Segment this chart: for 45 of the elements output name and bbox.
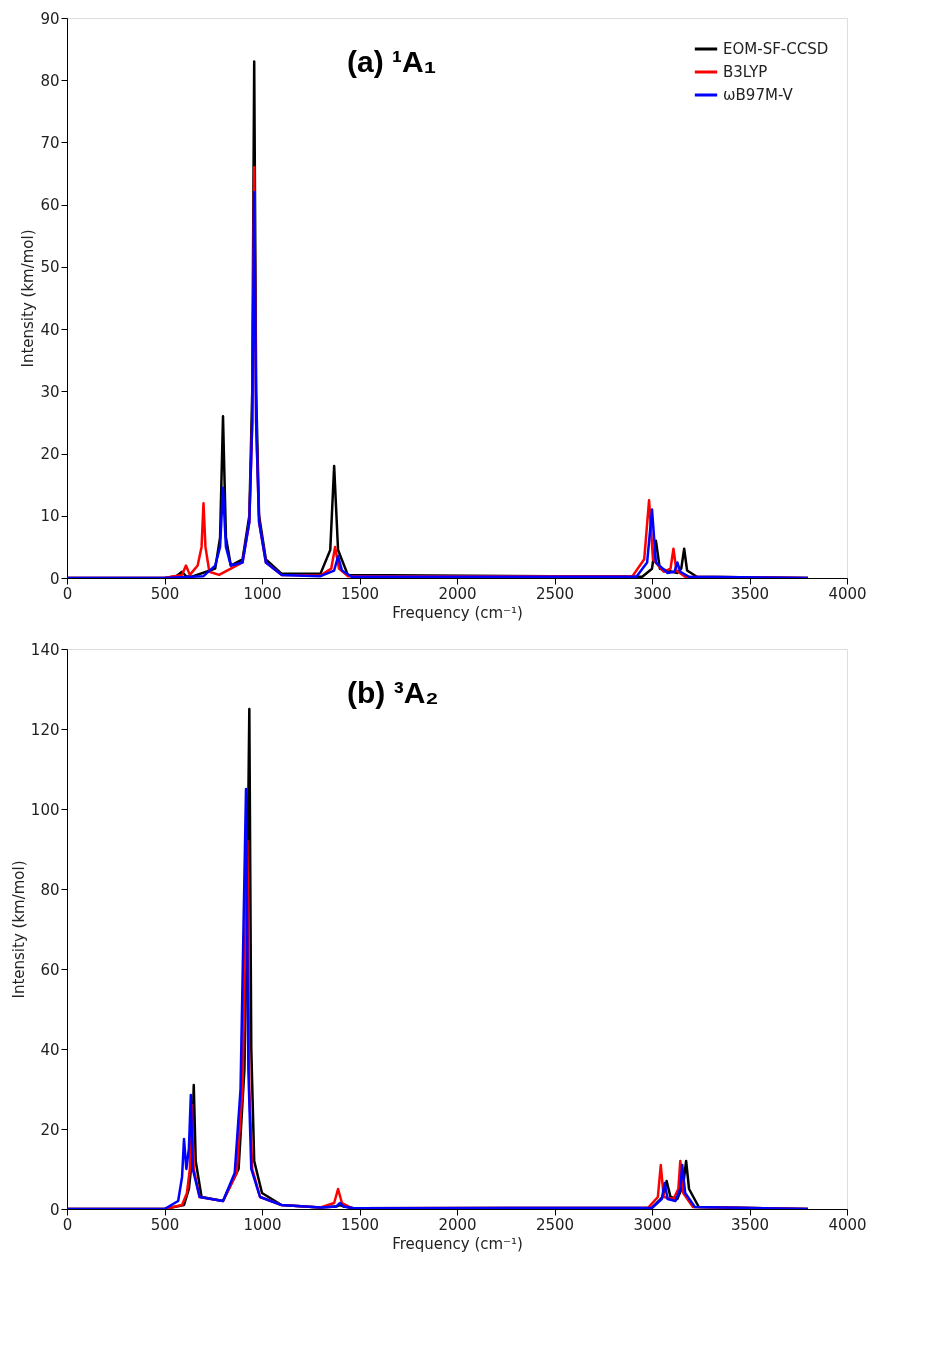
- x-axis-title: Frequency (cm⁻¹): [392, 603, 523, 622]
- x-tick-label: 4000: [828, 1215, 867, 1234]
- x-tick-label: 1000: [243, 1215, 282, 1234]
- annotation: (b) ³A₂: [347, 676, 439, 709]
- y-tick-label: 80: [40, 880, 60, 899]
- y-tick-label: 40: [40, 1040, 60, 1059]
- legend-label: B3LYP: [723, 63, 768, 81]
- y-tick-label: 40: [40, 320, 60, 339]
- x-tick-label: 0: [62, 584, 73, 603]
- y-tick-label: 0: [49, 1200, 60, 1219]
- y-axis-title: Intensity (km/mol): [19, 229, 38, 368]
- y-tick-label: 20: [40, 445, 60, 464]
- x-tick-label: 4000: [828, 584, 867, 603]
- y-tick-label: 0: [49, 569, 60, 588]
- y-tick-label: 70: [40, 133, 60, 152]
- y-tick-label: 30: [40, 382, 60, 401]
- legend-label: ωB97M-V: [723, 86, 794, 104]
- y-tick-label: 60: [40, 960, 60, 979]
- x-tick-label: 2000: [438, 1215, 477, 1234]
- x-tick-label: 2500: [535, 584, 575, 603]
- y-tick-label: 20: [40, 1120, 60, 1139]
- x-tick-label: 3000: [633, 584, 672, 603]
- x-tick-label: 2500: [535, 1215, 575, 1234]
- legend-label: EOM-SF-CCSD: [723, 40, 829, 58]
- x-tick-label: 1000: [243, 584, 282, 603]
- y-tick-label: 80: [40, 71, 60, 90]
- x-tick-label: 500: [150, 1215, 180, 1234]
- x-tick-label: 1500: [340, 584, 380, 603]
- y-tick-label: 100: [30, 800, 60, 819]
- x-tick-label: 2000: [438, 584, 477, 603]
- y-tick-label: 50: [40, 258, 60, 277]
- y-tick-label: 10: [40, 507, 60, 526]
- x-tick-label: 1500: [340, 1215, 380, 1234]
- y-tick-label: 120: [30, 720, 60, 739]
- x-tick-label: 500: [150, 584, 180, 603]
- x-tick-label: 3000: [633, 1215, 672, 1234]
- x-tick-label: 0: [62, 1215, 73, 1234]
- x-tick-label: 3500: [730, 1215, 770, 1234]
- y-tick-label: 60: [40, 196, 60, 215]
- y-tick-label: 90: [40, 9, 60, 28]
- annotation: (a) ¹A₁: [347, 45, 437, 78]
- y-axis-title: Intensity (km/mol): [9, 860, 28, 999]
- x-axis-title: Frequency (cm⁻¹): [392, 1234, 523, 1253]
- y-tick-label: 140: [30, 640, 60, 659]
- x-tick-label: 3500: [730, 584, 770, 603]
